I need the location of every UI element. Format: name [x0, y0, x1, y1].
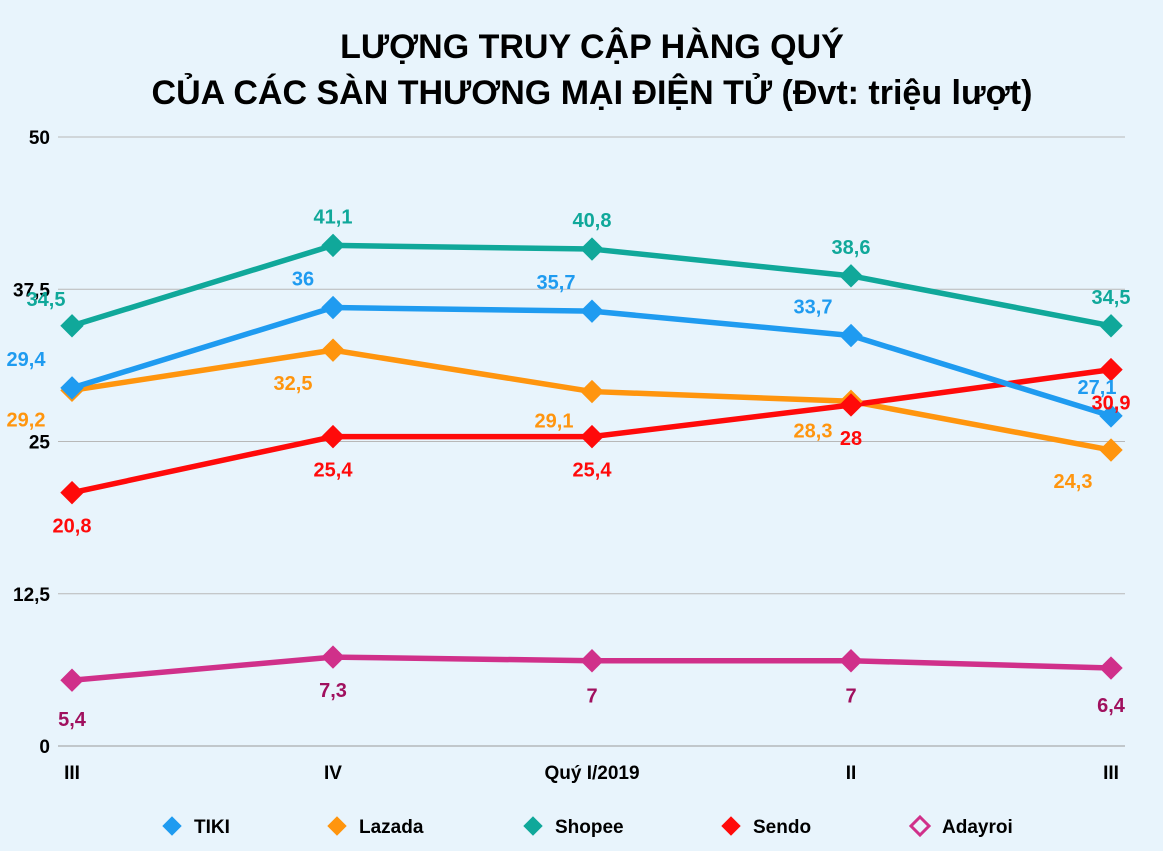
marker-tiki	[1099, 404, 1123, 428]
x-axis: III IV Quý I/2019 II III	[64, 763, 1119, 784]
marker-tiki	[60, 376, 84, 400]
marker-sendo	[580, 424, 604, 449]
data-label-shopee: 40,8	[573, 210, 612, 232]
legend-marker-shopee	[523, 816, 543, 836]
data-label-sendo: 25,4	[573, 460, 613, 482]
data-label-adayroi: 6,4	[1097, 695, 1126, 717]
marker-adayroi	[1099, 656, 1123, 680]
y-axis: 0 12,5 25 37,5 50	[13, 128, 50, 758]
x-tick-label: IV	[324, 763, 342, 784]
legend: TIKI Lazada Shopee Sendo Adayroi	[162, 814, 1013, 838]
y-tick-label: 25	[29, 433, 51, 454]
data-label-tiki: 29,4	[7, 349, 47, 371]
data-label-lazada: 24,3	[1054, 471, 1093, 493]
series-markers	[60, 233, 1123, 692]
marker-shopee	[580, 237, 604, 261]
legend-marker-adayroi	[908, 814, 932, 838]
x-tick-label: III	[64, 763, 80, 784]
marker-sendo	[839, 393, 863, 417]
data-labels: 29,4 36 35,7 33,7 27,1 29,2 32,5 29,1 28,3 24,3 34…	[7, 206, 1131, 731]
marker-sendo	[60, 480, 84, 505]
data-label-sendo: 20,8	[53, 516, 92, 538]
data-label-adayroi: 7	[845, 686, 856, 708]
data-label-shopee: 34,5	[27, 289, 66, 311]
data-label-lazada: 32,5	[274, 373, 313, 395]
data-label-lazada: 29,2	[7, 409, 46, 431]
data-label-sendo: 25,4	[314, 460, 354, 482]
data-label-tiki: 33,7	[794, 297, 833, 319]
data-label-shopee: 34,5	[1092, 287, 1131, 309]
marker-shopee	[60, 314, 84, 338]
legend-label-adayroi: Adayroi	[942, 817, 1013, 838]
data-label-sendo: 28	[840, 428, 862, 450]
chart-title-line-2: CỦA CÁC SÀN THƯƠNG MẠI ĐIỆN TỬ (Đvt: tri…	[152, 74, 1033, 112]
y-tick-label: 0	[39, 737, 50, 758]
x-tick-label: Quý I/2019	[544, 763, 639, 784]
marker-sendo	[1099, 357, 1123, 382]
marker-adayroi	[580, 649, 604, 673]
x-tick-label: III	[1103, 763, 1119, 784]
data-label-adayroi: 7,3	[319, 680, 347, 702]
data-label-tiki: 27,1	[1078, 377, 1117, 399]
y-tick-label: 37,5	[13, 280, 50, 301]
marker-tiki	[580, 299, 604, 323]
marker-lazada	[1099, 438, 1123, 462]
data-label-sendo: 30,9	[1092, 393, 1131, 415]
marker-adayroi	[321, 645, 345, 669]
data-label-shopee: 38,6	[832, 237, 871, 259]
data-label-lazada: 29,1	[535, 411, 574, 433]
marker-lazada	[321, 338, 345, 362]
marker-sendo	[321, 424, 345, 449]
legend-marker-sendo	[721, 816, 741, 836]
data-label-lazada: 28,3	[794, 420, 833, 442]
marker-tiki	[321, 295, 345, 320]
data-label-adayroi: 7	[586, 686, 597, 708]
data-label-tiki: 35,7	[537, 272, 576, 294]
y-tick-label: 50	[29, 128, 50, 149]
marker-shopee	[321, 233, 345, 258]
marker-adayroi	[60, 668, 84, 692]
legend-label-shopee: Shopee	[555, 817, 624, 838]
marker-shopee	[1099, 314, 1123, 338]
legend-label-sendo: Sendo	[753, 817, 811, 838]
chart-title-line-1: LƯỢNG TRUY CẬP HÀNG QUÝ	[340, 28, 844, 66]
legend-label-lazada: Lazada	[359, 817, 424, 838]
marker-tiki	[839, 323, 863, 348]
legend-marker-tiki	[162, 816, 182, 836]
data-label-adayroi: 5,4	[58, 709, 87, 731]
marker-adayroi	[839, 649, 863, 673]
y-tick-label: 12,5	[13, 585, 50, 606]
data-label-shopee: 41,1	[314, 206, 353, 228]
marker-lazada	[580, 379, 604, 404]
legend-marker-lazada	[327, 816, 347, 836]
legend-label-tiki: TIKI	[194, 817, 230, 838]
marker-shopee	[839, 264, 863, 288]
data-label-tiki: 36	[292, 269, 314, 291]
x-tick-label: II	[846, 763, 857, 784]
